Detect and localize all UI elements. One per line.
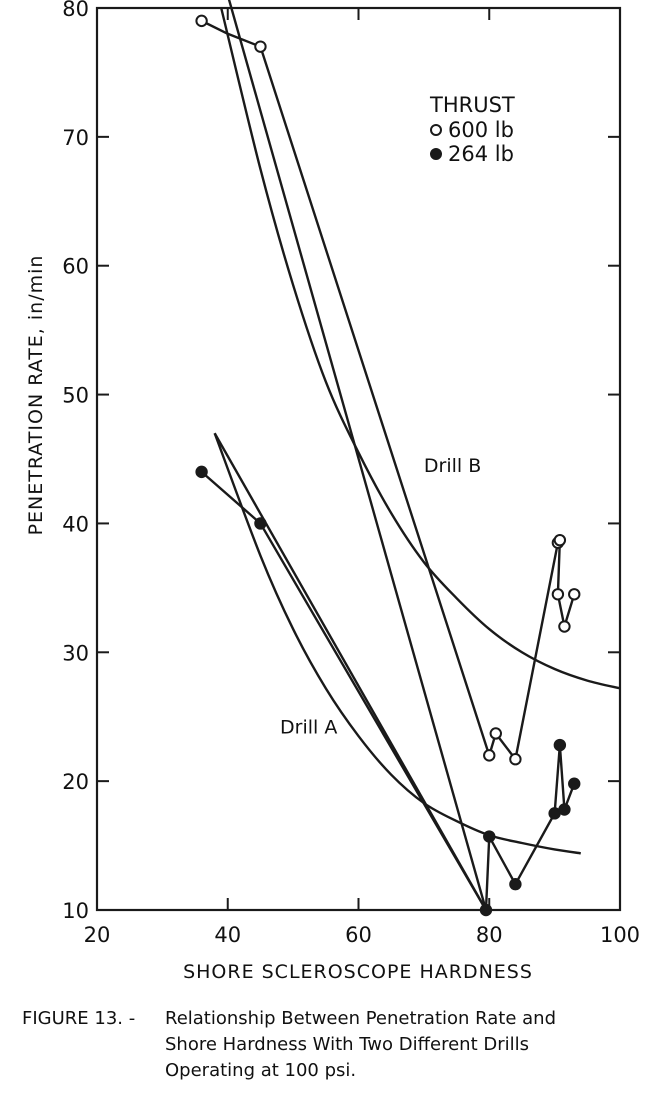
- x-tick-label: 80: [476, 923, 503, 947]
- open-point-600lb: [483, 749, 496, 762]
- connecting-line-1: [201, 19, 576, 761]
- y-axis-title: PENETRATION RATE, in/min: [25, 255, 47, 536]
- filled-point-264lb: [483, 830, 496, 843]
- y-tick-label: 80: [62, 0, 89, 21]
- filled-point-264lb: [254, 517, 267, 530]
- curve-label-drill-a: Drill A: [280, 716, 337, 738]
- y-tick-label: 40: [62, 512, 89, 536]
- data-points: [195, 14, 581, 917]
- caption-line-1: Relationship Between Penetration Rate an…: [165, 1008, 557, 1029]
- caption-line-3: Operating at 100 psi.: [165, 1060, 357, 1081]
- open-point-600lb: [254, 40, 267, 53]
- open-point-600lb: [509, 753, 522, 766]
- legend-entry-label: 600 lb: [448, 118, 514, 142]
- connecting-line-2: [200, 470, 576, 912]
- open-point-600lb: [551, 588, 565, 601]
- x-axis-title: SHORE SCLEROSCOPE HARDNESS: [183, 961, 533, 983]
- y-tick-label: 10: [62, 899, 89, 923]
- y-tick-label: 50: [62, 384, 89, 408]
- caption-line-2: Shore Hardness With Two Different Drills: [165, 1034, 529, 1055]
- open-point-600lb: [568, 588, 581, 601]
- connecting-lines: [200, 0, 576, 912]
- open-point-600lb: [553, 533, 567, 547]
- y-tick-label: 30: [62, 641, 89, 665]
- filled-point-264lb: [509, 878, 522, 891]
- y-tick-label: 20: [62, 770, 89, 794]
- axis-ticks: [96, 7, 621, 911]
- connecting-line-4: [213, 432, 488, 911]
- y-tick-label: 60: [62, 255, 89, 279]
- connecting-line-3: [227, 0, 488, 911]
- legend-marker-filled: [430, 148, 442, 160]
- fitted-curve-drill-a: [213, 432, 581, 855]
- legend-title: THRUST: [429, 93, 515, 117]
- open-point-600lb: [195, 14, 208, 28]
- legend-marker-open: [430, 124, 442, 136]
- filled-point-264lb: [568, 777, 581, 790]
- y-tick-label: 70: [62, 126, 89, 150]
- curve-labels: Drill B Drill A: [280, 455, 481, 739]
- fitted-curve-drill-b: [220, 7, 621, 690]
- fitted-curves: [213, 7, 621, 855]
- filled-point-264lb: [479, 903, 493, 917]
- curve-label-drill-b: Drill B: [424, 455, 481, 477]
- x-tick-label: 20: [84, 923, 111, 947]
- filled-point-264lb: [195, 465, 208, 479]
- filled-point-264lb: [553, 738, 567, 752]
- x-tick-label: 60: [345, 923, 372, 947]
- x-tick-label: 100: [600, 923, 640, 947]
- filled-point-264lb: [558, 803, 571, 816]
- x-tick-label: 40: [214, 923, 241, 947]
- open-point-600lb: [489, 727, 502, 740]
- legend-entry-label: 264 lb: [448, 142, 514, 166]
- figure-label: FIGURE 13. -: [22, 1008, 136, 1029]
- open-point-600lb: [558, 620, 571, 633]
